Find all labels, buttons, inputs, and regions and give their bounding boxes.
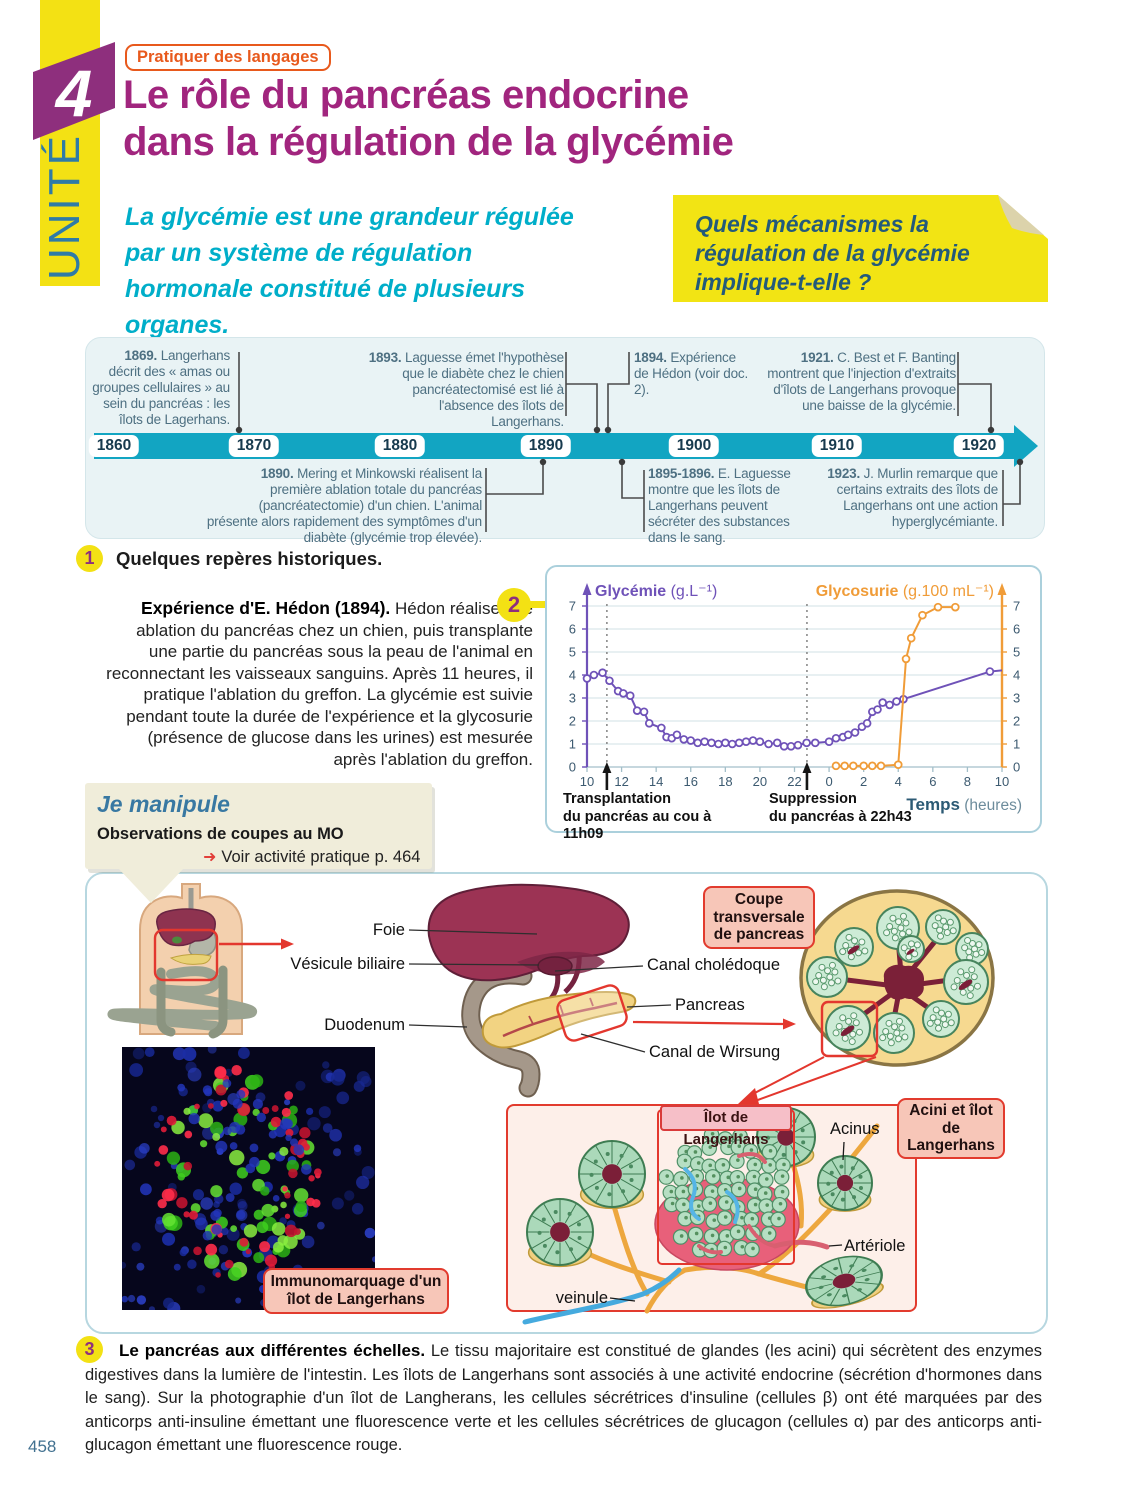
year-pill: 1870	[228, 435, 280, 457]
svg-text:3: 3	[1013, 691, 1020, 706]
doc3-paragraph: Le pancréas aux différentes échelles. Le…	[85, 1339, 1042, 1458]
svg-text:4: 4	[54, 56, 93, 130]
svg-text:6: 6	[569, 622, 576, 637]
svg-text:4: 4	[895, 774, 902, 789]
svg-text:0: 0	[825, 774, 832, 789]
year-pill: 1890	[520, 435, 572, 457]
label-wirsung: Canal de Wirsung	[649, 1043, 781, 1061]
intro-text: La glycémie est une grandeur régulée par…	[125, 203, 574, 339]
doc2-badge-connector	[529, 601, 547, 608]
svg-text:2: 2	[860, 774, 867, 789]
tag-pill: Pratiquer des langages	[125, 44, 331, 71]
svg-text:4: 4	[1013, 668, 1020, 683]
label-foie: Foie	[372, 921, 405, 939]
timeline-event: 1923. J. Murlin remarque que certains ex…	[827, 466, 998, 529]
label-pancreas: Pancreas	[675, 996, 745, 1014]
arrow-icon: ➜	[203, 849, 217, 866]
event-annotation: Suppression du pancréas à 22h43	[769, 791, 912, 825]
page-title: Le rôle du pancréas endocrine dans la ré…	[123, 72, 843, 166]
label-choledoque: Canal cholédoque	[647, 956, 781, 974]
folded-corner-icon	[998, 195, 1048, 239]
svg-text:8: 8	[964, 774, 971, 789]
svg-text:Glycémie (g.L⁻¹): Glycémie (g.L⁻¹)	[595, 583, 717, 600]
svg-text:6: 6	[1013, 622, 1020, 637]
doc3-lead: Le pancréas aux différentes échelles.	[119, 1341, 426, 1360]
svg-text:10: 10	[995, 774, 1009, 789]
year-pill: 1910	[811, 435, 863, 457]
hedon-chart: 10 12 14 16 18 20 22 0 2 4 6 8 10 0 1 2 3 4 5 6 7 0 1 2 3 4 5 6 7 Gly…	[545, 565, 1042, 842]
doc2-body: Hédon réalise une ablation du pancréas c…	[106, 599, 533, 769]
svg-text:2: 2	[1013, 714, 1020, 729]
doc3-body: Le tissu majoritaire est constitué de gl…	[85, 1342, 1042, 1454]
timeline-event: 1890. Mering et Minkowski réalisent la p…	[206, 466, 482, 545]
label-veinule: veinule	[555, 1289, 608, 1307]
label-acini-ilot: Acini et îlot de Langerhans	[897, 1098, 1005, 1159]
torso-illustration	[107, 883, 294, 1039]
svg-text:Glycosurie (g.100 mL⁻¹): Glycosurie (g.100 mL⁻¹)	[816, 583, 994, 600]
timeline-event: 1895-1896. E. Laguesse montre que les îl…	[648, 466, 791, 545]
svg-text:7: 7	[1013, 599, 1020, 614]
je-manipule-subtitle: Observations de coupes au MO	[97, 825, 344, 843]
timeline: 1860 1870 1880 1890 1900 1910 1920 1869.…	[85, 337, 1045, 545]
title-line1: Le rôle du pancréas endocrine	[123, 73, 689, 117]
doc2-lead: Expérience d'E. Hédon (1894).	[141, 598, 391, 618]
svg-text:5: 5	[569, 645, 576, 660]
event-annotation: Transplantation du pancréas au cou à 11h0…	[563, 791, 712, 842]
activity-link[interactable]: ➜ Voir activité pratique p. 464	[203, 848, 421, 866]
title-line2: dans la régulation de la glycémie	[123, 120, 734, 164]
x-axis-title: Temps (heures)	[906, 795, 1022, 814]
svg-text:0: 0	[569, 760, 576, 775]
svg-text:0: 0	[1013, 760, 1020, 775]
label-ilot-langerhans: Îlot de Langerhans	[660, 1105, 792, 1148]
timeline-event: 1921. C. Best et F. Banting montrent que…	[767, 350, 956, 413]
svg-text:3: 3	[569, 691, 576, 706]
svg-text:20: 20	[753, 774, 767, 789]
label-duodenum: Duodenum	[324, 1016, 405, 1034]
unit-label: UNITÉ	[40, 133, 89, 281]
doc3-badge: 3	[76, 1336, 103, 1363]
svg-text:1: 1	[1013, 737, 1020, 752]
timeline-event: 1894. Expérience de Hédon (voir doc. 2).	[634, 350, 749, 397]
pancreas-figure-panel: Foie Vésicule biliaire Duodenum Canal ch…	[85, 872, 1048, 1334]
label-acinus: Acinus	[830, 1120, 880, 1138]
svg-text:2: 2	[569, 714, 576, 729]
doc1-badge: 1	[76, 545, 103, 572]
unit-number-diamond: 4	[33, 42, 115, 140]
doc1-title: Quelques repères historiques.	[116, 548, 383, 569]
svg-text:5: 5	[1013, 645, 1020, 660]
svg-text:14: 14	[649, 774, 663, 789]
label-immunomarquage: Immunomarquage d'un îlot de Langerhans	[263, 1268, 449, 1314]
label-arteriole: Artériole	[844, 1237, 906, 1255]
svg-text:1: 1	[569, 737, 576, 752]
year-pill: 1880	[374, 435, 426, 457]
svg-text:16: 16	[684, 774, 698, 789]
svg-text:7: 7	[569, 599, 576, 614]
label-coupe-transversale: Coupe transversale de pancreas	[703, 886, 815, 949]
je-manipule-title: Je manipule	[97, 791, 230, 817]
year-pill: 1920	[953, 435, 1005, 457]
timeline-event: 1893. Laguesse émet l'hypothèse que le d…	[368, 350, 565, 429]
timeline-event: 1869. Langerhans décrit des « amas ou gr…	[92, 348, 230, 427]
doc2-badge: 2	[497, 588, 531, 622]
year-pill: 1860	[88, 435, 140, 457]
page-number: 458	[28, 1437, 57, 1456]
je-manipule-pointer	[118, 868, 184, 903]
question-sticky-note: Quels mécanismes la régulation de la gly…	[673, 195, 1048, 302]
doc2-paragraph: Expérience d'E. Hédon (1894). Hédon réal…	[105, 598, 533, 770]
svg-text:18: 18	[718, 774, 732, 789]
svg-text:10: 10	[580, 774, 594, 789]
unit-band	[40, 0, 100, 286]
question-text: Quels mécanismes la régulation de la gly…	[695, 211, 970, 295]
year-pill: 1900	[668, 435, 720, 457]
svg-text:6: 6	[929, 774, 936, 789]
glycemia-glycosuria-plot: 10 12 14 16 18 20 22 0 2 4 6 8 100123456701234567Gly…	[569, 583, 1020, 790]
svg-text:12: 12	[614, 774, 628, 789]
svg-text:22: 22	[787, 774, 801, 789]
je-manipule-box: Je manipule Observations de coupes au MO…	[85, 783, 432, 869]
label-vesicule: Vésicule biliaire	[290, 955, 405, 973]
svg-text:4: 4	[569, 668, 576, 683]
